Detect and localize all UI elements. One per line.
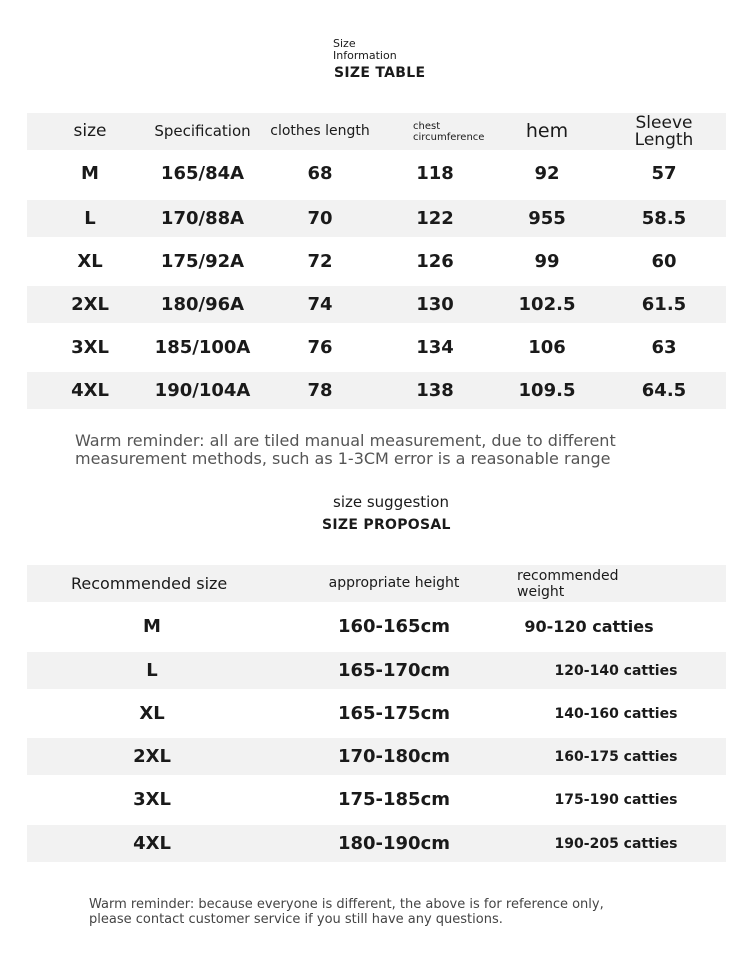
table-row-cell: 3XL [71, 337, 109, 358]
table-row-cell: 118 [416, 163, 454, 184]
table-row-cell: 955 [528, 208, 566, 229]
table-row-cell: 92 [534, 163, 560, 184]
table-row-cell: 70 [307, 208, 333, 229]
table-header-cell: Recommended size [71, 574, 228, 593]
table-row-cell: 90-120 catties [524, 617, 654, 636]
table-row-cell: 165-175cm [337, 703, 451, 724]
size-proposal-title: SIZE PROPOSAL [322, 517, 451, 533]
table-row-cell: 102.5 [518, 294, 576, 315]
table-row-cell: 57 [651, 163, 677, 184]
size-table-title: SIZE TABLE [334, 65, 426, 81]
table-row-cell: 64.5 [641, 380, 687, 401]
table-row: L 165-170cm 120-140 catties [27, 652, 726, 689]
table-row: 4XL 180-190cm 190-205 catties [27, 825, 726, 862]
table-row-cell: 68 [307, 163, 333, 184]
table-row: 4XL 190/104A 78 138 109.5 64.5 [27, 372, 726, 409]
table-row-cell: 78 [307, 380, 333, 401]
table-row: XL 165-175cm 140-160 catties [27, 695, 726, 732]
table-row-cell: 185/100A [154, 337, 251, 358]
proposal-reminder-line-1: Warm reminder: because everyone is diffe… [89, 897, 604, 912]
table-row-cell: 180/96A [160, 294, 245, 315]
table-row-cell: M [81, 163, 99, 184]
table-row-cell: 170-180cm [337, 746, 451, 767]
table-row-cell: 60 [651, 251, 677, 272]
proposal-reminder-line-2: please contact customer service if you s… [89, 912, 503, 927]
table-row-cell: 74 [307, 294, 333, 315]
table-row-cell: L [84, 208, 96, 229]
table-row-cell: M [143, 616, 161, 637]
table-header-cell: Sleeve Length [634, 112, 694, 150]
reminder-line-2: measurement methods, such as 1-3CM error… [75, 449, 611, 468]
subtitle-information: Information [333, 49, 397, 62]
table-header: size Specification clothes length chest cir… [27, 113, 726, 150]
table-row-cell: 4XL [71, 380, 109, 401]
table-row-cell: 76 [307, 337, 333, 358]
table-header-cell: hem [525, 120, 569, 142]
table-row-cell: 99 [534, 251, 560, 272]
table-row-cell: 130 [416, 294, 454, 315]
table-row: M 160-165cm 90-120 catties [27, 608, 726, 645]
size-suggestion-subtitle: size suggestion [333, 493, 449, 511]
table-row-cell: 3XL [133, 789, 171, 810]
reminder-line-1: Warm reminder: all are tiled manual meas… [75, 431, 616, 450]
table-header-cell: size [73, 121, 107, 141]
table-row-cell: 180-190cm [337, 833, 451, 854]
table-row-cell: 165-170cm [337, 660, 451, 681]
table-row-cell: 122 [416, 208, 454, 229]
table-row-cell: 190-205 catties [554, 835, 678, 852]
table-row-cell: 175-190 catties [554, 791, 678, 808]
table-row-cell: 134 [416, 337, 454, 358]
table-row-cell: 120-140 catties [554, 662, 678, 679]
table-header-cell: chest circumference [413, 120, 485, 143]
table-row: 2XL 170-180cm 160-175 catties [27, 738, 726, 775]
table-row-cell: 58.5 [641, 208, 687, 229]
table-row-cell: 72 [307, 251, 333, 272]
table-row-cell: 109.5 [518, 380, 576, 401]
table-row: 3XL 185/100A 76 134 106 63 [27, 329, 726, 366]
table-row-cell: XL [139, 703, 165, 724]
table-row-cell: 106 [528, 337, 566, 358]
table-row-cell: 2XL [71, 294, 109, 315]
table-row-cell: 175/92A [160, 251, 245, 272]
table-row-cell: 165/84A [160, 163, 245, 184]
table-row-cell: 160-165cm [337, 616, 451, 637]
table-row-cell: 4XL [133, 833, 171, 854]
table-row: XL 175/92A 72 126 99 60 [27, 243, 726, 280]
table-row-cell: 175-185cm [337, 789, 451, 810]
subtitle-size: Size [333, 37, 356, 50]
table-row-cell: 190/104A [154, 380, 251, 401]
table-row-cell: 63 [651, 337, 677, 358]
table-header: Recommended size appropriate height recomm… [27, 565, 726, 602]
table-header-cell: Specification [154, 122, 251, 140]
table-header-cell: clothes length [270, 123, 370, 139]
table-row-cell: XL [77, 251, 103, 272]
table-row: M 165/84A 68 118 92 57 [27, 155, 726, 192]
table-row: L 170/88A 70 122 955 58.5 [27, 200, 726, 237]
table-row: 3XL 175-185cm 175-190 catties [27, 781, 726, 818]
table-row-cell: 138 [416, 380, 454, 401]
table-row: 2XL 180/96A 74 130 102.5 61.5 [27, 286, 726, 323]
table-row-cell: 2XL [133, 746, 171, 767]
table-row-cell: 61.5 [641, 294, 687, 315]
table-row-cell: 170/88A [160, 208, 245, 229]
table-header-cell: recommended weight [517, 567, 619, 600]
table-row-cell: 140-160 catties [554, 705, 678, 722]
table-row-cell: L [146, 660, 158, 681]
table-row-cell: 126 [416, 251, 454, 272]
table-row-cell: 160-175 catties [554, 748, 678, 765]
table-header-cell: appropriate height [328, 575, 460, 591]
